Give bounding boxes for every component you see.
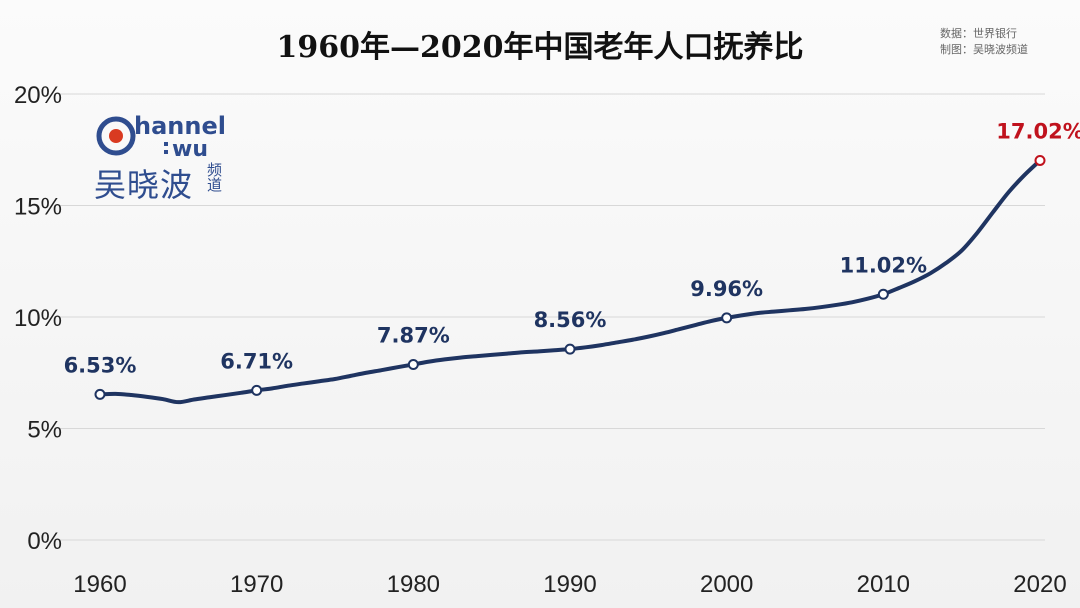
- logo-text-wu: wu: [172, 137, 208, 160]
- x-tick-label: 2000: [700, 571, 753, 598]
- data-point: [251, 384, 263, 396]
- y-tick-label: 10%: [14, 305, 62, 332]
- data-label: 6.71%: [220, 349, 293, 373]
- y-tick-label: 5%: [27, 417, 62, 444]
- data-point: [407, 358, 419, 370]
- x-tick-label: 1970: [230, 571, 283, 598]
- chart-title: 1960年—2020年中国老年人口抚养比: [276, 30, 804, 65]
- source-maker-line: 制图：吴晓波频道: [940, 43, 1028, 56]
- data-label: 6.53%: [64, 353, 137, 377]
- y-tick-label: 0%: [27, 528, 62, 555]
- x-tick-label: 1990: [543, 571, 596, 598]
- data-label: 11.02%: [840, 253, 927, 277]
- data-point: [1034, 154, 1046, 166]
- x-tick-label: 2020: [1013, 571, 1066, 598]
- data-point: [877, 288, 889, 300]
- x-tick-label: 2010: [857, 571, 910, 598]
- y-tick-label: 15%: [14, 194, 62, 221]
- logo-text-small: 频道: [205, 162, 223, 192]
- x-tick-label: 1980: [387, 571, 440, 598]
- data-label: 7.87%: [377, 323, 450, 347]
- y-tick-label: 20%: [14, 82, 62, 109]
- x-tick-label: 1960: [73, 571, 126, 598]
- source-note: 数据：世界银行 制图：吴晓波频道: [940, 26, 1028, 58]
- data-point: [721, 312, 733, 324]
- channel-wu-logo: hannel wu 吴晓波 频道: [94, 108, 244, 204]
- logo-mark: hannel wu: [96, 112, 226, 162]
- source-data-line: 数据：世界银行: [940, 27, 1017, 40]
- logo-text-en: hannel: [134, 112, 226, 140]
- data-label: 8.56%: [534, 308, 607, 332]
- logo-text-cn: 吴晓波: [94, 166, 194, 204]
- data-point: [564, 343, 576, 355]
- data-label: 17.02%: [996, 119, 1080, 143]
- data-label: 9.96%: [690, 277, 763, 301]
- data-point: [94, 388, 106, 400]
